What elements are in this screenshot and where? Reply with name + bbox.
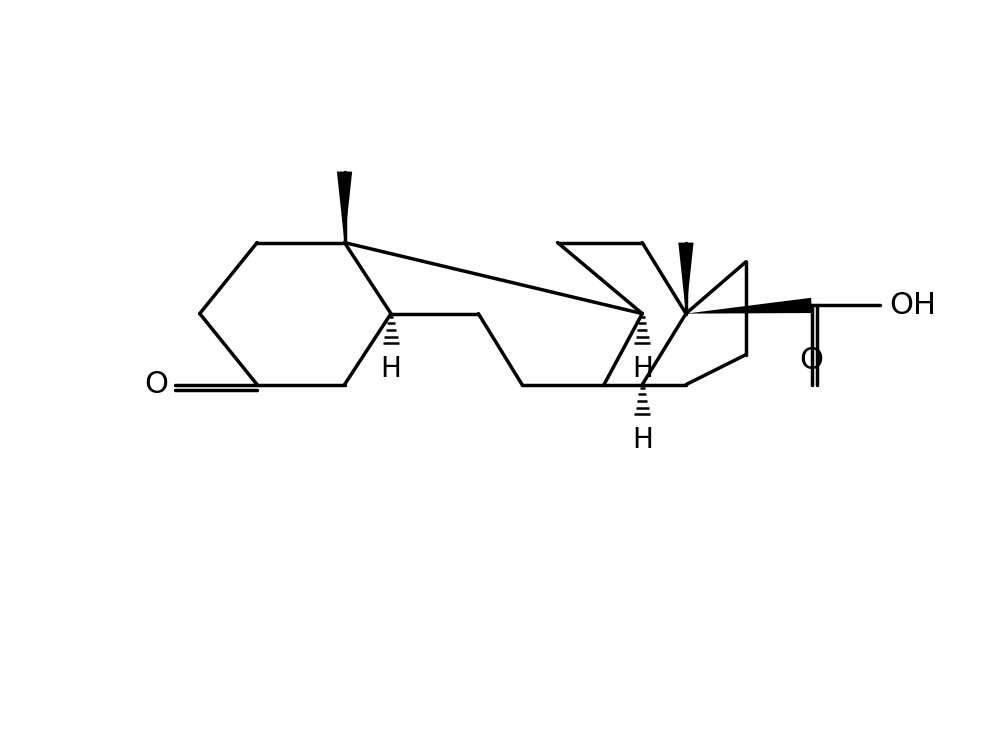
Polygon shape <box>337 172 352 243</box>
Polygon shape <box>686 297 812 314</box>
Text: O: O <box>144 370 168 399</box>
Text: OH: OH <box>890 291 936 320</box>
Text: H: H <box>380 354 401 383</box>
Text: O: O <box>799 346 824 374</box>
Text: H: H <box>632 354 653 383</box>
Text: H: H <box>632 425 653 454</box>
Polygon shape <box>678 243 694 314</box>
